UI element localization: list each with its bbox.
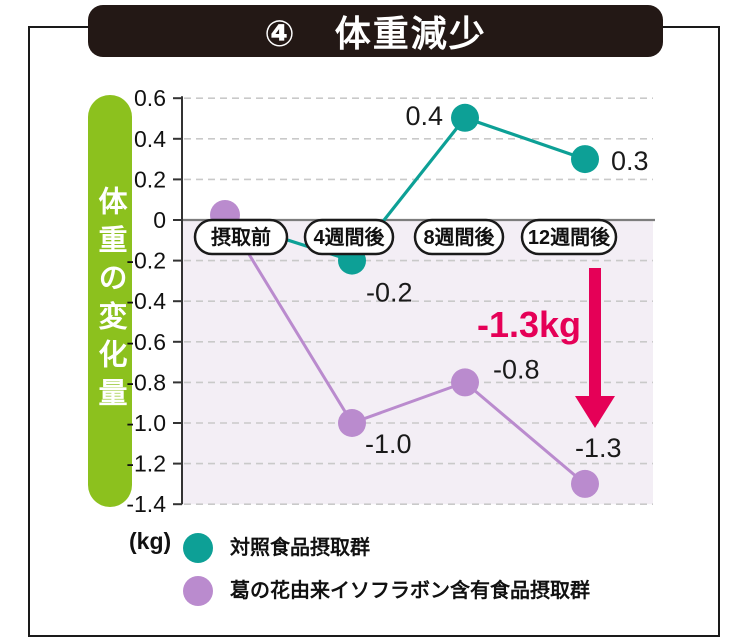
data-point <box>451 103 479 132</box>
data-point <box>571 145 599 174</box>
x-label: 8週間後 <box>423 225 495 249</box>
data-point <box>571 469 599 498</box>
y-tick-label: -0.4 <box>126 288 166 314</box>
legend-item-control: 対照食品摂取群 <box>183 533 590 563</box>
x-label: 12週間後 <box>528 225 611 249</box>
y-tick-label: -1.2 <box>126 451 166 477</box>
y-tick-label: -1.0 <box>126 410 166 436</box>
x-label-pill <box>303 218 395 256</box>
y-tick-label: 0.4 <box>134 126 166 152</box>
y-tick-label: -0.2 <box>126 248 166 274</box>
negative-region-shade <box>182 220 653 505</box>
y-tick-label: 0.6 <box>134 85 166 111</box>
section-title: ④ 体重減少 <box>264 13 487 54</box>
value-label: 0.3 <box>611 146 649 176</box>
series-line-1 <box>223 213 587 486</box>
title-bar: ④ 体重減少 <box>88 5 663 57</box>
x-label-pill <box>193 218 289 256</box>
value-label: -1.0 <box>365 429 412 459</box>
y-tick-label: -1.4 <box>126 491 166 517</box>
value-label: -1.3 <box>575 433 622 463</box>
y-axis-label: 体重の変化量 <box>94 186 126 416</box>
value-label: 0.4 <box>405 101 443 131</box>
x-label-pill <box>413 218 505 256</box>
legend-swatch-isoflavone-icon <box>183 576 213 606</box>
legend-label-isoflavone: 葛の花由来イソフラボン含有食品摂取群 <box>230 580 590 602</box>
y-tick-label: -0.6 <box>126 329 166 355</box>
legend-item-isoflavone: 葛の花由来イソフラボン含有食品摂取群 <box>183 576 590 606</box>
value-label: -0.2 <box>366 278 413 308</box>
legend-label-control: 対照食品摂取群 <box>230 537 370 559</box>
y-tick-label: 0 <box>153 207 166 233</box>
value-label: -0.8 <box>493 354 540 384</box>
legend-swatch-control-icon <box>183 533 213 563</box>
data-point <box>451 368 479 397</box>
x-label: 4週間後 <box>313 225 385 249</box>
data-point <box>338 409 366 437</box>
x-label-pill <box>520 218 618 256</box>
y-unit-label: (kg) <box>129 528 172 554</box>
annotation-weight-loss: -1.3kg <box>477 304 581 345</box>
series-line-0 <box>223 115 587 263</box>
legend: 対照食品摂取群 葛の花由来イソフラボン含有食品摂取群 <box>183 533 590 619</box>
x-label: 摂取前 <box>211 225 271 249</box>
y-tick-label: -0.8 <box>126 369 166 395</box>
down-arrow-shaft <box>589 268 601 396</box>
y-tick-label: 0.2 <box>134 166 166 192</box>
down-arrow-head-icon <box>575 396 615 428</box>
y-axis-label-pill: 体重の変化量 <box>88 95 132 507</box>
